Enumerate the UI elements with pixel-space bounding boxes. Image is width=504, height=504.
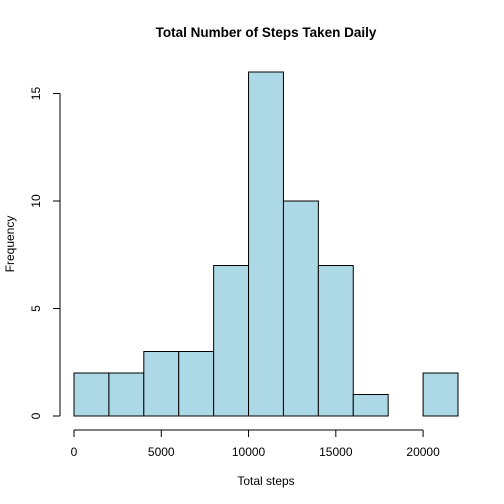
x-tick-label-3: 15000: [319, 445, 353, 459]
histogram-bar-1: [109, 373, 144, 416]
histogram-bar-5: [249, 72, 284, 416]
y-tick-label-1: 5: [29, 305, 43, 312]
y-tick-label-3: 15: [29, 87, 43, 101]
histogram-bar-2: [144, 352, 179, 417]
histogram-bar-0: [74, 373, 109, 416]
x-tick-label-4: 20000: [406, 445, 440, 459]
histogram-bar-6: [283, 201, 318, 416]
x-axis-label: Total steps: [237, 474, 294, 488]
histogram-bar-4: [214, 266, 249, 417]
chart-title: Total Number of Steps Taken Daily: [156, 25, 377, 40]
x-tick-label-1: 5000: [148, 445, 175, 459]
x-tick-label-2: 10000: [232, 445, 266, 459]
y-axis-label: Frequency: [3, 216, 17, 273]
x-tick-label-0: 0: [71, 445, 78, 459]
histogram-bar-8: [353, 395, 388, 417]
y-tick-label-0: 0: [29, 412, 43, 419]
histogram-bar-10: [423, 373, 458, 416]
histogram-bar-3: [179, 352, 214, 417]
y-tick-label-2: 10: [29, 194, 43, 208]
histogram-bar-7: [318, 266, 353, 417]
